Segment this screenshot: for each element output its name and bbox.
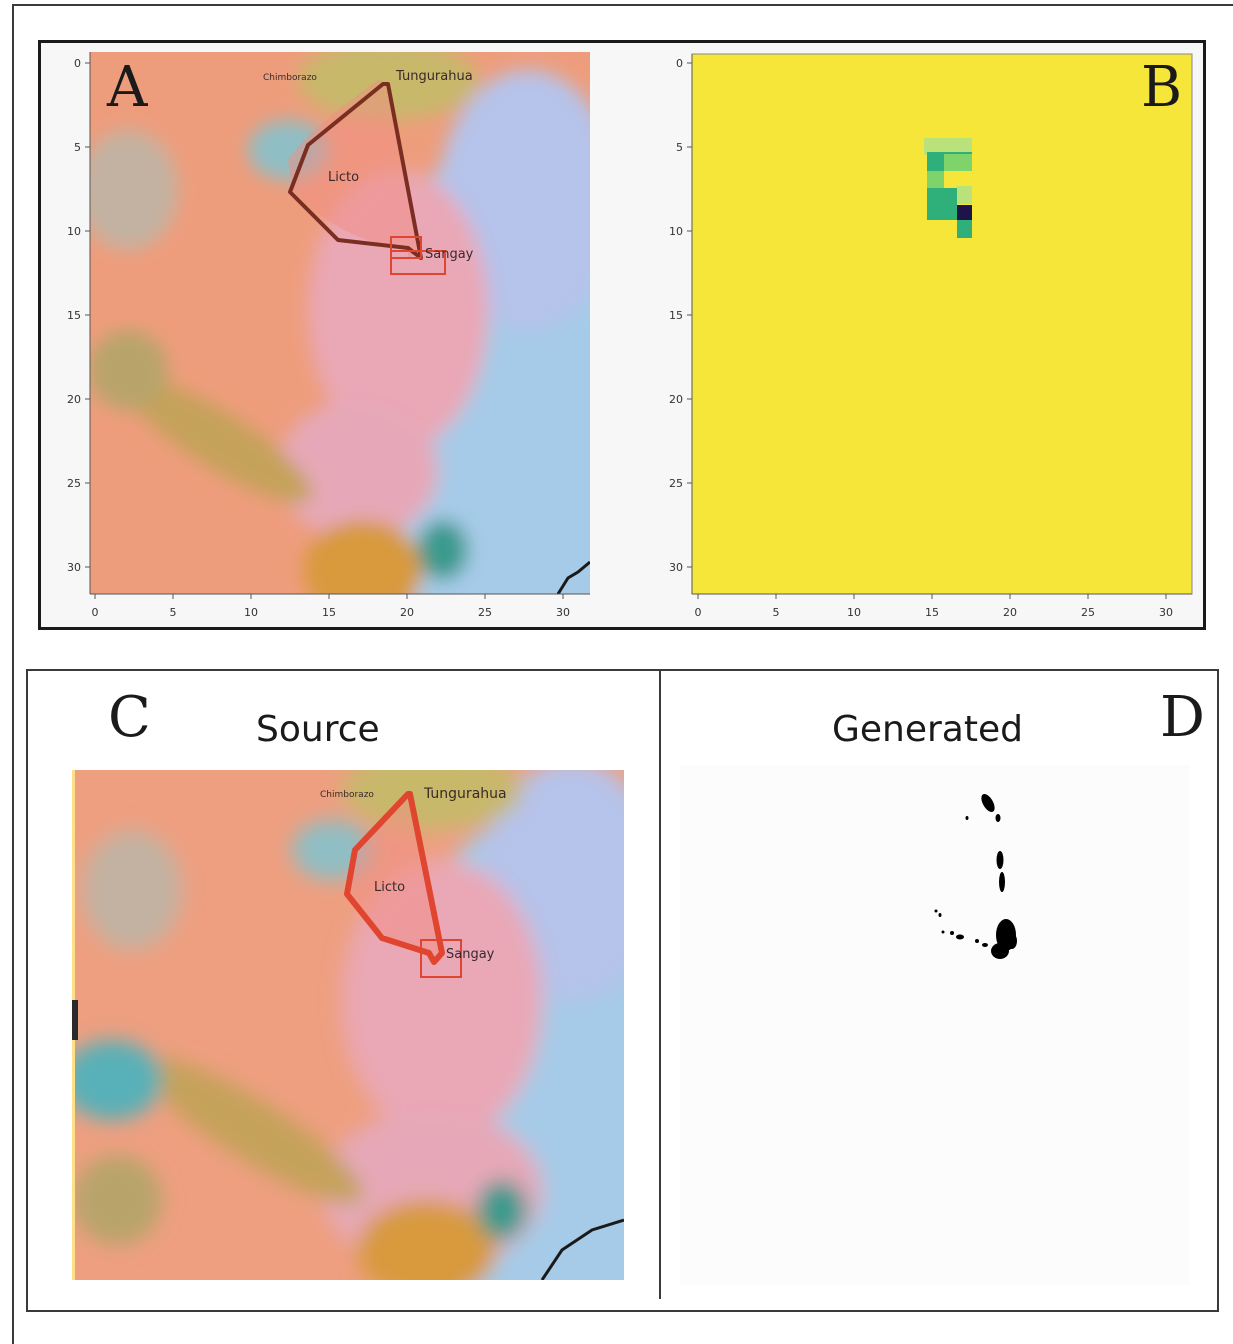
place-label-north-right: Tungurahua bbox=[395, 69, 473, 84]
y-tick-label: 20 bbox=[669, 393, 683, 406]
place-label-center: Licto bbox=[328, 170, 359, 185]
place-label-center: Licto bbox=[374, 880, 405, 895]
place-label-south: Sangay bbox=[425, 247, 474, 262]
y-tick-label: 0 bbox=[676, 57, 683, 70]
panel-letter-b: B bbox=[1141, 55, 1183, 120]
panel-title-generated: Generated bbox=[832, 709, 1023, 750]
x-tick-label: 20 bbox=[400, 606, 414, 619]
x-tick-label: 30 bbox=[1159, 606, 1173, 619]
y-tick-label: 15 bbox=[669, 309, 683, 322]
x-axis-a: 0 5 10 15 20 25 30 bbox=[90, 593, 590, 619]
x-tick-label: 25 bbox=[1081, 606, 1095, 619]
y-tick-label: 25 bbox=[669, 477, 683, 490]
y-tick-label: 20 bbox=[67, 393, 81, 406]
panel-letter-a: A bbox=[107, 55, 148, 120]
x-tick-label: 10 bbox=[244, 606, 258, 619]
place-label-north-left: Chimborazo bbox=[320, 790, 374, 800]
place-label-north-right: Tungurahua bbox=[423, 786, 507, 802]
place-label-north-left: Chimborazo bbox=[263, 73, 317, 83]
y-tick-label: 25 bbox=[67, 477, 81, 490]
y-tick-label: 15 bbox=[67, 309, 81, 322]
x-tick-label: 0 bbox=[92, 606, 99, 619]
y-tick-label: 30 bbox=[669, 561, 683, 574]
heatmap-b bbox=[691, 53, 1193, 595]
generated-image bbox=[680, 765, 1190, 1285]
panel-letter-c: C bbox=[108, 685, 151, 750]
y-tick-label: 10 bbox=[669, 225, 683, 238]
x-tick-label: 15 bbox=[322, 606, 336, 619]
panel-title-source: Source bbox=[256, 709, 380, 750]
x-tick-label: 25 bbox=[478, 606, 492, 619]
x-tick-label: 5 bbox=[170, 606, 177, 619]
place-label-south: Sangay bbox=[446, 947, 495, 962]
plot-b: 0 5 10 15 20 25 30 0 5 10 15 20 25 30 bbox=[669, 53, 1193, 619]
y-tick-label: 0 bbox=[74, 57, 81, 70]
panel-letter-d: D bbox=[1160, 685, 1205, 750]
y-tick-label: 30 bbox=[67, 561, 81, 574]
bottom-divider bbox=[659, 669, 661, 1299]
x-tick-label: 10 bbox=[847, 606, 861, 619]
outer-frame bbox=[12, 4, 1233, 1344]
y-tick-label: 5 bbox=[74, 141, 81, 154]
generated-mask bbox=[934, 793, 1017, 959]
source-image: Chimborazo Tungurahua Licto Sangay bbox=[72, 770, 624, 1280]
x-axis-b: 0 5 10 15 20 25 30 bbox=[692, 593, 1192, 619]
x-tick-label: 30 bbox=[556, 606, 570, 619]
y-axis-a: 0 5 10 15 20 25 30 bbox=[67, 52, 91, 594]
y-axis-b: 0 5 10 15 20 25 30 bbox=[669, 54, 693, 594]
x-tick-label: 20 bbox=[1003, 606, 1017, 619]
plot-a: Chimborazo Tungurahua Licto Sangay 0 5 1… bbox=[67, 52, 590, 619]
x-tick-label: 15 bbox=[925, 606, 939, 619]
y-tick-label: 5 bbox=[676, 141, 683, 154]
satellite-image-a: Chimborazo Tungurahua Licto Sangay bbox=[90, 52, 590, 594]
y-tick-label: 10 bbox=[67, 225, 81, 238]
x-tick-label: 5 bbox=[773, 606, 780, 619]
x-tick-label: 0 bbox=[695, 606, 702, 619]
